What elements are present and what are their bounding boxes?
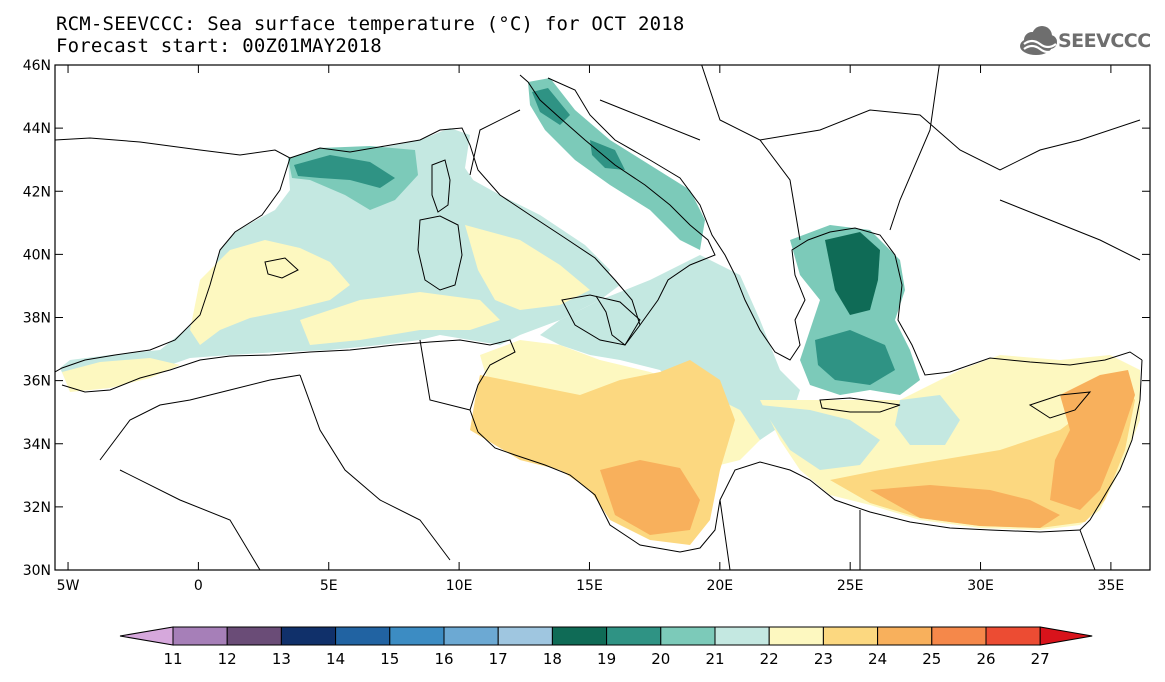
colorbar-swatch bbox=[226, 626, 282, 646]
colorbar-swatch bbox=[335, 626, 391, 646]
colorbar-swatch bbox=[280, 626, 337, 646]
sea-region-gulf-of-lion-core bbox=[294, 155, 395, 188]
lon-tick-label: 20E bbox=[706, 578, 733, 594]
coast-italy-east bbox=[519, 74, 716, 326]
lat-tick-label: 42N bbox=[23, 184, 51, 200]
lat-tick-label: 30N bbox=[23, 563, 51, 579]
colorbar-tick-label: 15 bbox=[380, 650, 400, 668]
lon-tick-label: 35E bbox=[1098, 578, 1125, 594]
lon-tick-label: 5W bbox=[57, 578, 80, 594]
colorbar-swatch bbox=[172, 626, 228, 646]
latitude-axis: 46N 44N 42N 40N 38N 36N 34N 32N 30N bbox=[23, 58, 1150, 579]
lon-tick-label: 25E bbox=[837, 578, 864, 594]
colorbar-tick-label: 14 bbox=[326, 650, 346, 668]
island-mallorca bbox=[264, 257, 299, 279]
lon-tick-label: 30E bbox=[967, 578, 994, 594]
colorbar-tick-label: 24 bbox=[868, 650, 888, 668]
sea-region-rhodes-gyre bbox=[895, 395, 960, 445]
lat-tick-label: 36N bbox=[23, 374, 51, 390]
colorbar-swatch bbox=[714, 626, 770, 646]
sea-region-south-aegean bbox=[815, 330, 895, 385]
colorbar-swatch bbox=[497, 626, 553, 646]
sea-region-levantine-hot bbox=[1050, 370, 1135, 510]
sea-region-adriatic-mid bbox=[590, 140, 625, 170]
colorbar-tick-label: 18 bbox=[542, 650, 562, 668]
colorbar-swatch bbox=[768, 626, 824, 646]
coast-levant bbox=[1079, 359, 1143, 531]
colorbar-swatch bbox=[931, 626, 987, 646]
colorbar-tick-label: 16 bbox=[434, 650, 454, 668]
lon-tick-label: 10E bbox=[446, 578, 473, 594]
colorbar-swatch bbox=[443, 626, 499, 646]
sea-region-north-aegean bbox=[825, 232, 880, 315]
colorbar-swatch bbox=[877, 626, 933, 646]
sea-region-adriatic-north bbox=[532, 88, 570, 125]
longitude-axis: 5W 0 5E 10E 15E 20E 25E 30E 35E bbox=[57, 65, 1125, 594]
island-corsica-sardinia bbox=[417, 159, 463, 291]
colorbar-under-triangle bbox=[119, 626, 174, 646]
sea-region-alboran bbox=[62, 358, 180, 392]
seevccc-cloud-logo-icon bbox=[1020, 26, 1057, 55]
colorbar-tick-label: 23 bbox=[813, 650, 833, 668]
colorbar-swatch bbox=[606, 626, 662, 646]
sea-region-balearic-warm bbox=[190, 240, 350, 345]
sea-region-algerian-warm bbox=[300, 292, 500, 345]
lat-tick-label: 38N bbox=[23, 311, 51, 327]
sea-region-crete-cool bbox=[760, 405, 880, 470]
sea-region-tyrrhenian-warm bbox=[465, 225, 590, 310]
colorbar-tick-label: 12 bbox=[217, 650, 237, 668]
colorbar-swatch bbox=[822, 626, 879, 646]
coastlines-and-borders bbox=[55, 65, 1143, 570]
colorbar-tick-label: 21 bbox=[705, 650, 725, 668]
lat-tick-label: 44N bbox=[23, 121, 51, 137]
island-crete bbox=[819, 397, 901, 413]
logo-text: SEEVCCC bbox=[1058, 30, 1151, 52]
colorbar-tick-label: 20 bbox=[651, 650, 671, 668]
coast-balkans bbox=[547, 77, 1143, 376]
lon-tick-label: 5E bbox=[320, 578, 338, 594]
colorbar-tick-label: 19 bbox=[597, 650, 617, 668]
forecast-start-subtitle: Forecast start: 00Z01MAY2018 bbox=[56, 35, 382, 57]
sea-temperature-field bbox=[60, 78, 1140, 545]
colorbar-tick-label: 17 bbox=[488, 650, 508, 668]
colorbar-swatch bbox=[551, 626, 608, 646]
lat-tick-label: 32N bbox=[23, 500, 51, 516]
colorbar-tick-label: 27 bbox=[1030, 650, 1050, 668]
colorbar-swatch bbox=[660, 626, 716, 646]
land-borders bbox=[99, 65, 1141, 570]
lon-tick-label: 0 bbox=[194, 578, 203, 594]
colorbar-swatch bbox=[985, 626, 1041, 646]
colorbar-tick-label: 26 bbox=[976, 650, 996, 668]
lat-tick-label: 46N bbox=[23, 58, 51, 74]
colorbar-tick-label: 22 bbox=[759, 650, 779, 668]
island-cyprus bbox=[1028, 391, 1092, 419]
sea-region-nile-delta-hot bbox=[870, 485, 1060, 528]
coast-north-africa bbox=[61, 339, 1081, 553]
lon-tick-label: 15E bbox=[576, 578, 603, 594]
map-title: RCM-SEEVCCC: Sea surface temperature (°C… bbox=[56, 13, 685, 35]
colorbar-over-triangle bbox=[1039, 626, 1093, 646]
colorbar-tick-label: 25 bbox=[922, 650, 942, 668]
colorbar-tick-label: 11 bbox=[163, 650, 183, 668]
sea-region-gulf-of-sidra bbox=[600, 460, 700, 535]
coast-iberia bbox=[55, 137, 291, 373]
colorbar-tick-label: 13 bbox=[271, 650, 291, 668]
lat-tick-label: 40N bbox=[23, 247, 51, 263]
colorbar-swatch bbox=[389, 626, 445, 646]
island-sicily bbox=[561, 294, 641, 346]
sea-region-ionian bbox=[540, 255, 800, 440]
lat-tick-label: 34N bbox=[23, 437, 51, 453]
temperature-colorbar bbox=[119, 626, 1093, 646]
